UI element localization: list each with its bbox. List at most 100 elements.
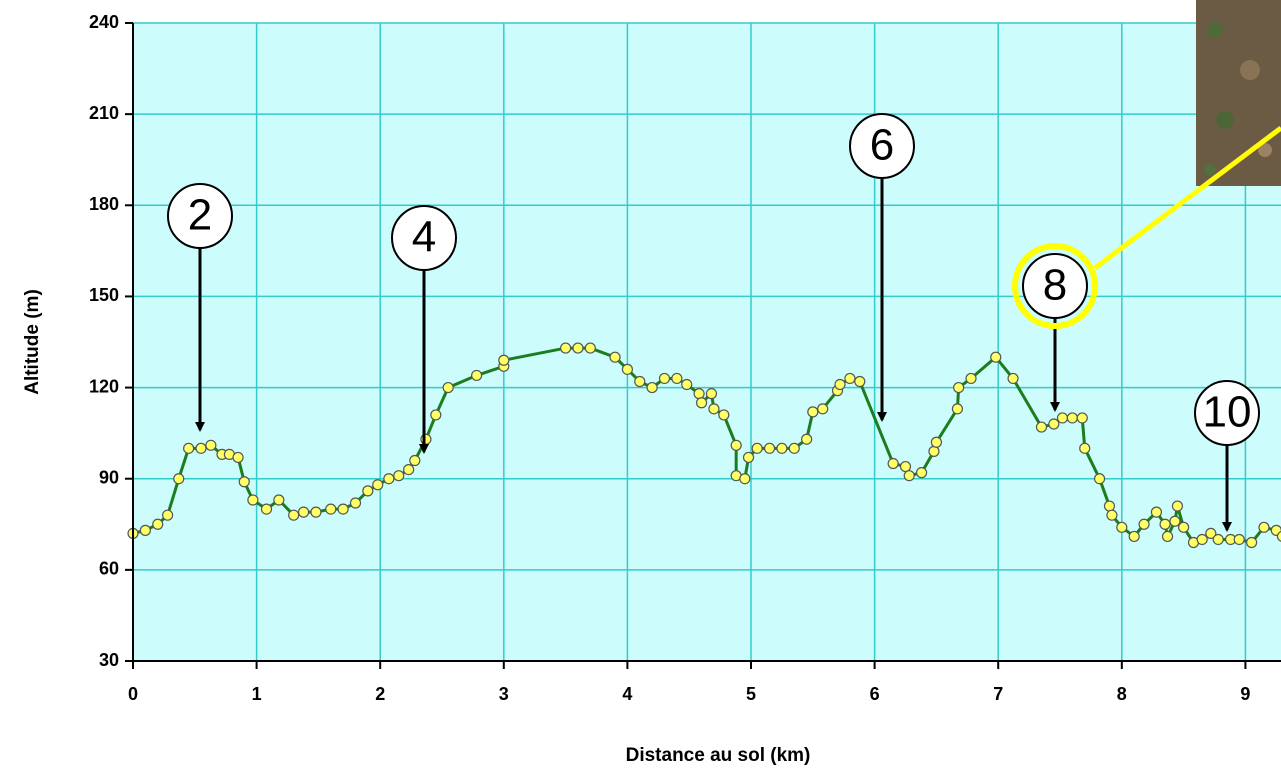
point: [835, 380, 845, 390]
point: [1095, 474, 1105, 484]
point: [326, 504, 336, 514]
annotation-label: 10: [1203, 388, 1252, 437]
point: [697, 398, 707, 408]
y-tick-label: 60: [99, 559, 119, 579]
annotation-label: 2: [188, 191, 212, 240]
point: [153, 519, 163, 529]
x-tick-label: 8: [1117, 684, 1127, 704]
point: [443, 383, 453, 393]
point: [931, 437, 941, 447]
x-tick-label: 4: [622, 684, 632, 704]
point: [682, 380, 692, 390]
point: [991, 352, 1001, 362]
point: [694, 389, 704, 399]
point: [573, 343, 583, 353]
x-tick-label: 6: [870, 684, 880, 704]
point: [744, 452, 754, 462]
x-tick-label: 5: [746, 684, 756, 704]
point: [802, 434, 812, 444]
point: [585, 343, 595, 353]
point: [206, 440, 216, 450]
point: [196, 443, 206, 453]
y-tick-label: 240: [89, 12, 119, 32]
y-tick-label: 30: [99, 650, 119, 670]
point: [1259, 522, 1269, 532]
x-tick-label: 2: [375, 684, 385, 704]
point: [1139, 519, 1149, 529]
point: [1247, 538, 1257, 548]
chart: Distance au sol (km) Altitude (m) 246810…: [0, 0, 1281, 772]
point: [672, 373, 682, 383]
point: [421, 434, 431, 444]
point: [1172, 501, 1182, 511]
point: [719, 410, 729, 420]
point: [659, 373, 669, 383]
point: [740, 474, 750, 484]
annotation-label: 8: [1043, 261, 1067, 310]
x-tick-label: 3: [499, 684, 509, 704]
y-axis-title: Altitude (m): [22, 289, 43, 395]
point: [561, 343, 571, 353]
point: [1080, 443, 1090, 453]
point: [410, 455, 420, 465]
point: [499, 355, 509, 365]
point: [431, 410, 441, 420]
point: [752, 443, 762, 453]
point: [1117, 522, 1127, 532]
x-tick-label: 1: [252, 684, 262, 704]
point: [1129, 531, 1139, 541]
point: [1049, 419, 1059, 429]
point: [239, 477, 249, 487]
y-tick-label: 120: [89, 376, 119, 396]
x-tick-label: 9: [1240, 684, 1250, 704]
y-tick-label: 90: [99, 467, 119, 487]
point: [1077, 413, 1087, 423]
point: [929, 446, 939, 456]
point: [647, 383, 657, 393]
annotation-label: 4: [412, 213, 436, 262]
point: [917, 468, 927, 478]
point: [954, 383, 964, 393]
point: [1213, 534, 1223, 544]
point: [261, 504, 271, 514]
point: [163, 510, 173, 520]
point: [384, 474, 394, 484]
point: [404, 465, 414, 475]
point: [765, 443, 775, 453]
point: [248, 495, 258, 505]
point: [311, 507, 321, 517]
point: [140, 525, 150, 535]
point: [1151, 507, 1161, 517]
point: [1234, 534, 1244, 544]
point: [966, 373, 976, 383]
point: [233, 452, 243, 462]
point: [904, 471, 914, 481]
x-axis-title: Distance au sol (km): [626, 745, 811, 766]
point: [1163, 531, 1173, 541]
point: [1057, 413, 1067, 423]
page: {"chart_data": {"type": "line", "x_label…: [0, 0, 1281, 772]
y-tick-label: 210: [89, 103, 119, 123]
point: [901, 462, 911, 472]
point: [709, 404, 719, 414]
point: [845, 373, 855, 383]
point: [174, 474, 184, 484]
point: [610, 352, 620, 362]
point: [472, 370, 482, 380]
y-tick-label: 180: [89, 194, 119, 214]
point: [1197, 534, 1207, 544]
point: [622, 364, 632, 374]
point: [184, 443, 194, 453]
point: [274, 495, 284, 505]
point: [363, 486, 373, 496]
point: [808, 407, 818, 417]
x-tick-label: 0: [128, 684, 138, 704]
point: [1104, 501, 1114, 511]
point: [706, 389, 716, 399]
point: [855, 376, 865, 386]
point: [731, 440, 741, 450]
point: [635, 376, 645, 386]
point: [1036, 422, 1046, 432]
point: [394, 471, 404, 481]
point: [777, 443, 787, 453]
